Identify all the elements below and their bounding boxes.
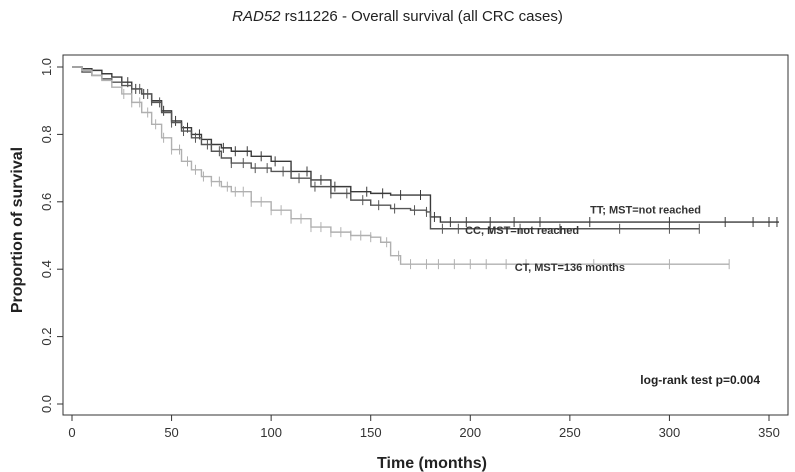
series-label: CT, MST=136 months <box>515 262 625 274</box>
survival-curve <box>72 66 700 230</box>
plot-frame <box>62 54 789 416</box>
y-tick-label: 0.2 <box>39 328 54 346</box>
series-label: CC, MST=not reached <box>465 225 579 237</box>
x-tick-label: 200 <box>459 425 481 440</box>
series-3 <box>72 66 730 270</box>
x-axis-label: Time (months) <box>377 455 487 472</box>
chart-title-rest: rs11226 - Overall survival (all CRC case… <box>280 8 563 25</box>
x-tick-label: 100 <box>260 425 282 440</box>
survival-curve <box>72 66 779 223</box>
series-2 <box>72 66 700 234</box>
x-tick-label: 150 <box>360 425 382 440</box>
chart-title-gene: RAD52 <box>232 8 281 25</box>
x-tick-label: 0 <box>68 425 75 440</box>
y-tick-label: 0.8 <box>39 125 54 143</box>
series-1 <box>72 66 779 228</box>
y-tick-label: 0.6 <box>39 193 54 211</box>
chart-title: RAD52 rs11226 - Overall survival (all CR… <box>0 8 795 25</box>
x-tick-label: 350 <box>758 425 780 440</box>
y-tick-label: 0.4 <box>39 260 54 278</box>
y-axis-label: Proportion of survival <box>9 147 26 313</box>
survival-curve <box>72 66 730 265</box>
y-tick-label: 0.0 <box>39 395 54 413</box>
x-tick-label: 50 <box>164 425 178 440</box>
series-label: TT; MST=not reached <box>590 205 701 217</box>
log-rank-annotation: log-rank test p=0.004 <box>640 373 760 387</box>
x-tick-label: 250 <box>559 425 581 440</box>
y-tick-label: 1.0 <box>39 58 54 76</box>
x-tick-label: 300 <box>659 425 681 440</box>
